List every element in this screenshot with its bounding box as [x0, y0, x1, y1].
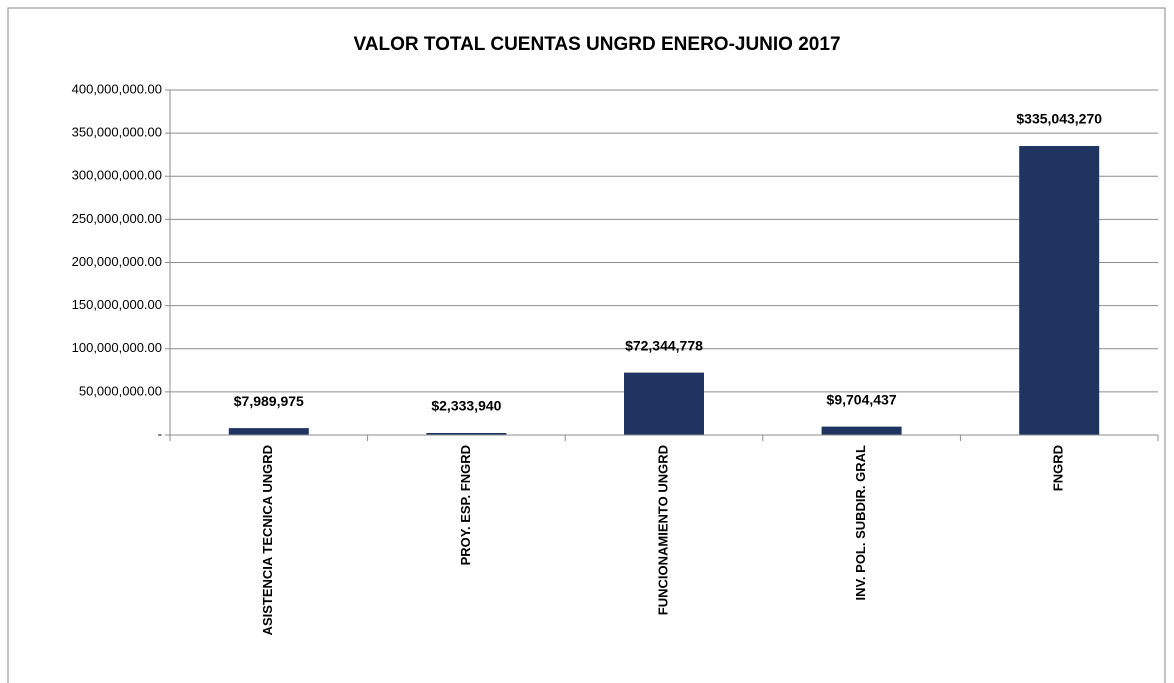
value-label: $2,333,940 — [431, 398, 501, 414]
value-label: $7,989,975 — [234, 393, 304, 409]
value-label: $335,043,270 — [1016, 111, 1102, 127]
y-tick-label: - — [158, 426, 162, 441]
bar — [821, 426, 902, 435]
x-tick-label: ASISTENCIA TECNICA UNGRD — [260, 445, 275, 635]
chart-title: VALOR TOTAL CUENTAS UNGRD ENERO-JUNIO 20… — [353, 34, 840, 55]
y-tick-label: 250,000,000.00 — [72, 211, 162, 226]
value-label: $72,344,778 — [625, 337, 703, 353]
x-tick-label: FUNCIONAMIENTO UNGRD — [655, 445, 670, 615]
y-tick-label: 300,000,000.00 — [72, 168, 162, 183]
y-tick-label: 100,000,000.00 — [72, 340, 162, 355]
chart-border — [7, 7, 1166, 683]
y-tick-label: 350,000,000.00 — [72, 125, 162, 140]
value-label: $9,704,437 — [827, 391, 897, 407]
bar — [624, 372, 704, 435]
y-tick-label: 150,000,000.00 — [72, 297, 162, 312]
x-tick-label: FNGRD — [1051, 445, 1066, 491]
y-tick-label: 50,000,000.00 — [79, 383, 162, 398]
bar — [1019, 146, 1100, 435]
y-tick-label: 200,000,000.00 — [72, 254, 162, 269]
y-tick-label: 400,000,000.00 — [72, 81, 162, 96]
bar — [228, 428, 309, 435]
bar — [426, 432, 507, 435]
x-tick-label: PROY. ESP. FNGRD — [458, 445, 473, 565]
x-tick-label: INV. POL. SUBDIR. GRAL — [853, 445, 868, 601]
